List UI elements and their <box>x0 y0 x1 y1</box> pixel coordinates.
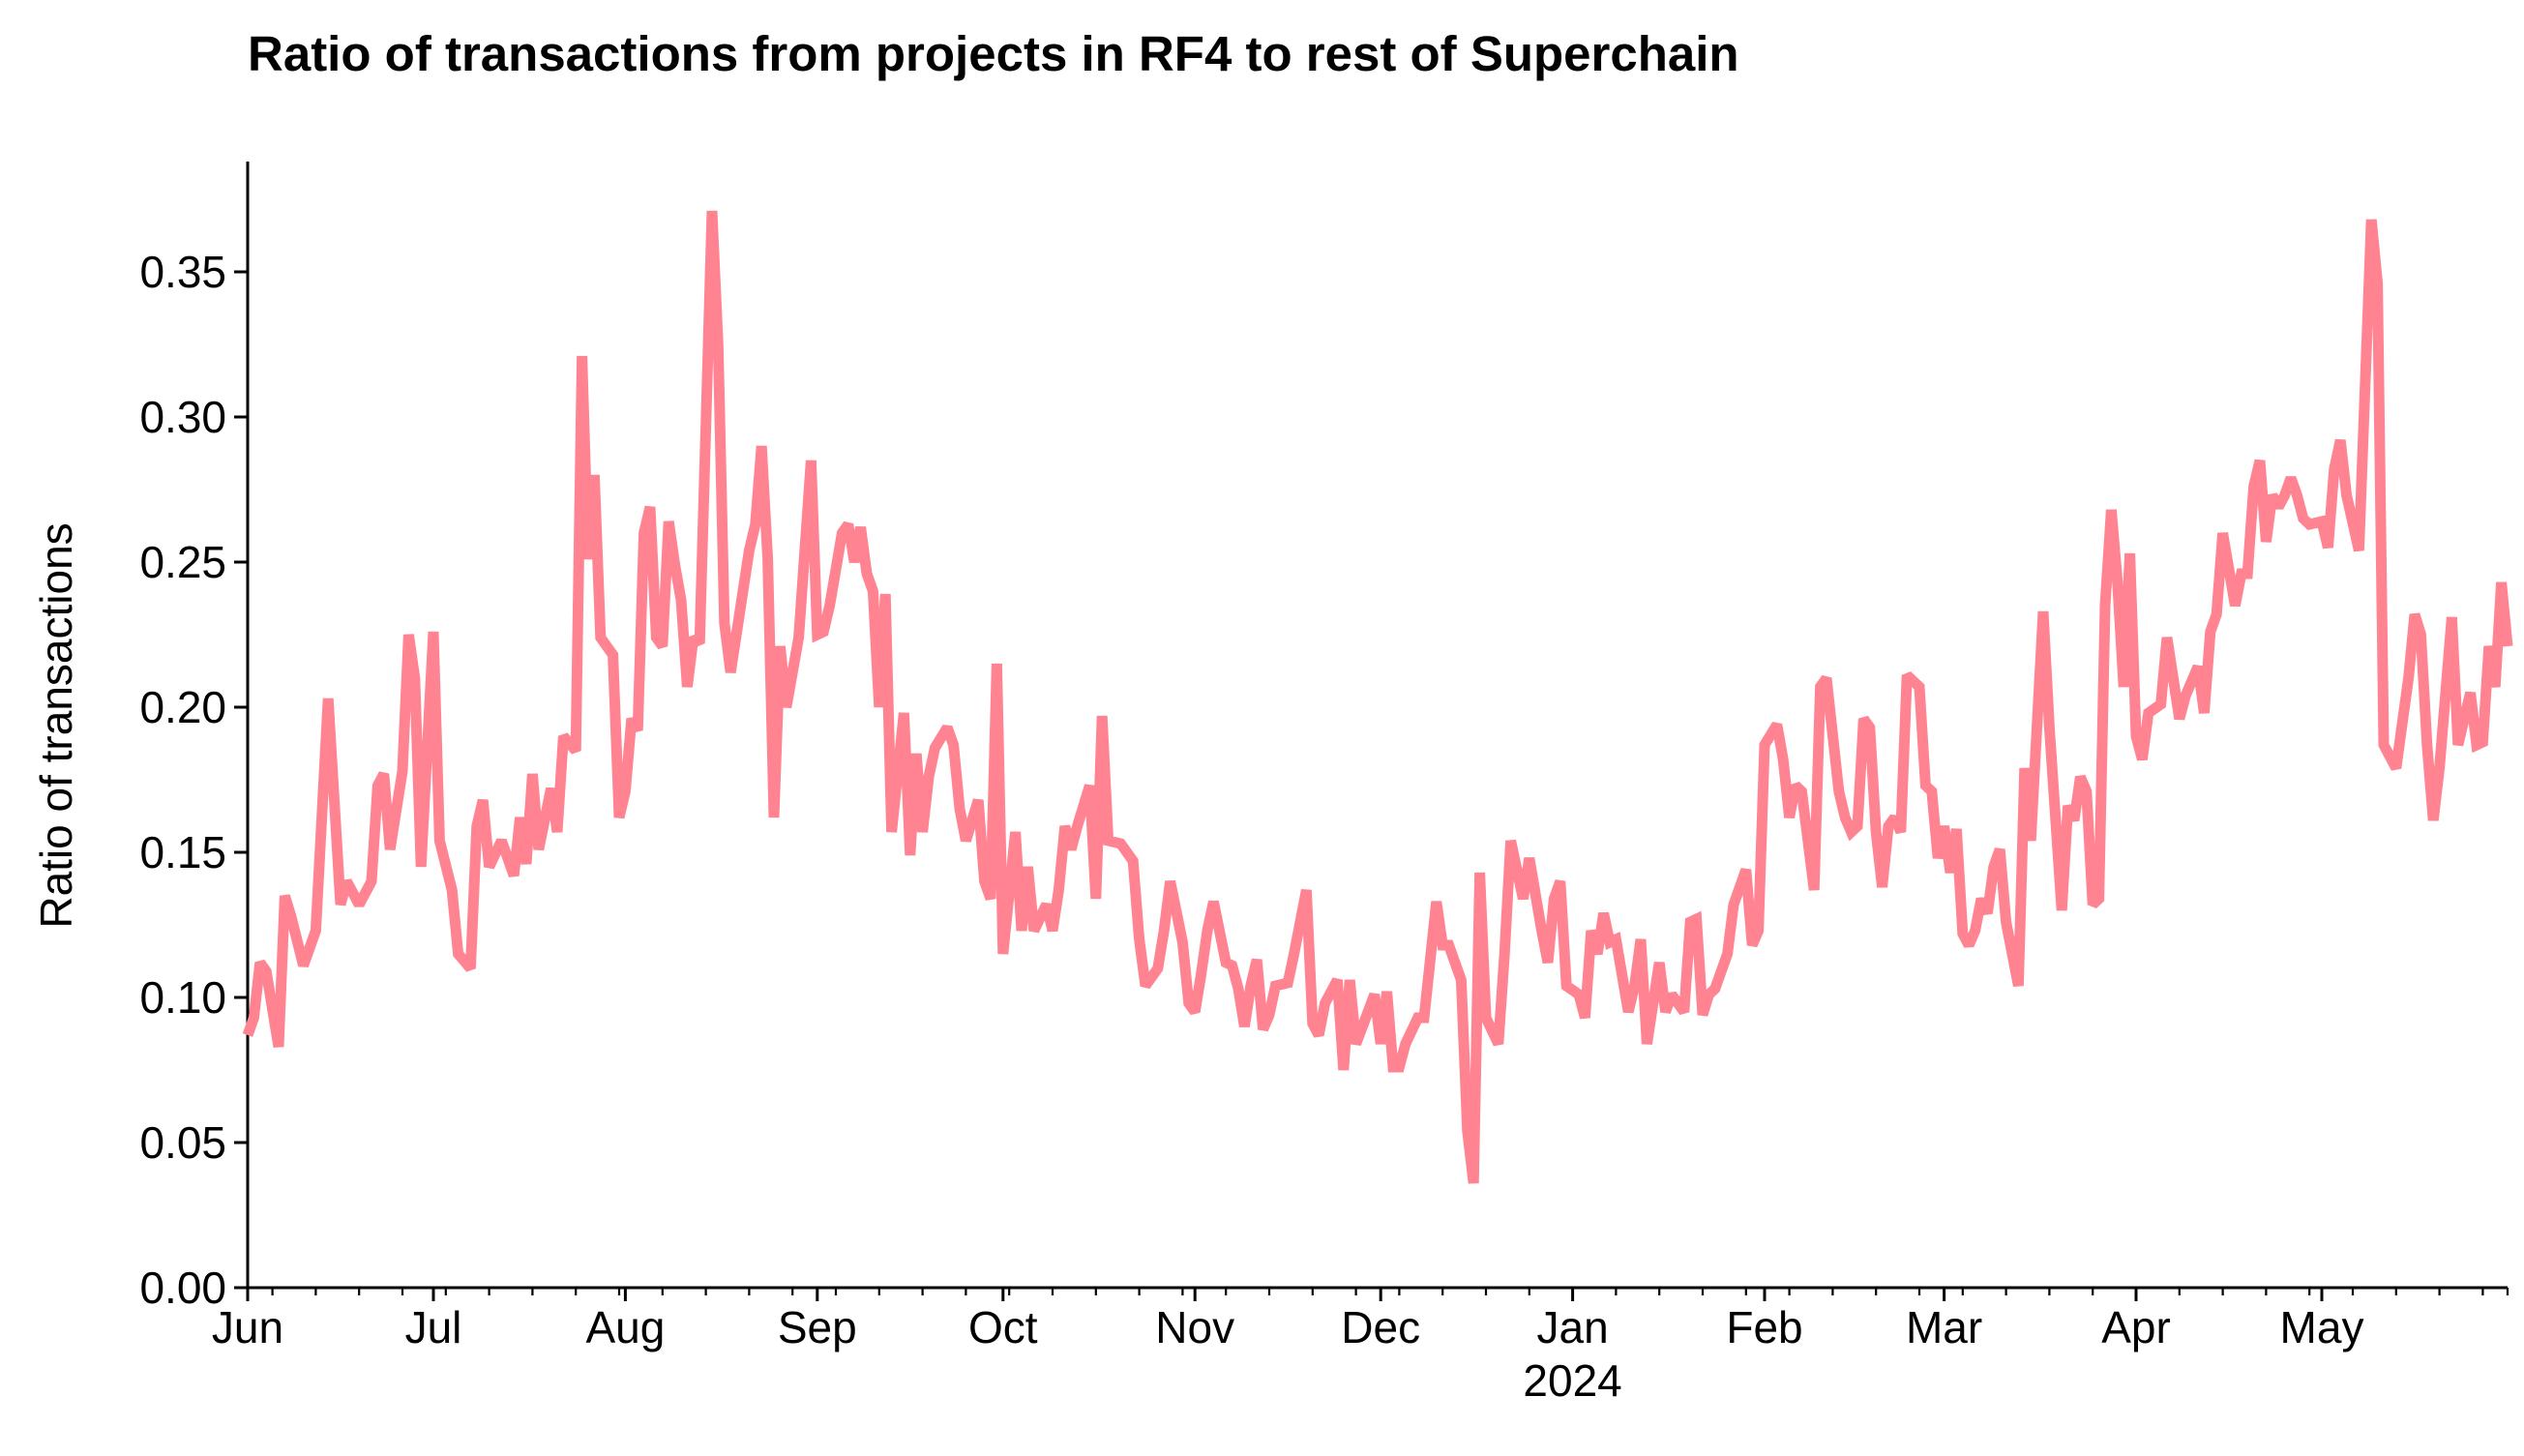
y-tick-label: 0.25 <box>139 537 226 587</box>
x-tick-label: Mar <box>1906 1302 1982 1352</box>
x-tick-label: Nov <box>1155 1302 1234 1352</box>
series-layer <box>242 210 2513 1184</box>
x-tick-label: Jun <box>212 1302 283 1352</box>
y-tick-label: 0.00 <box>139 1263 226 1313</box>
y-tick-label: 0.10 <box>139 972 226 1023</box>
chart-title: Ratio of transactions from projects in R… <box>248 26 1739 81</box>
x-tick-label: Sep <box>778 1302 857 1352</box>
x-year-label: 2024 <box>1523 1355 1621 1406</box>
x-tick-label: Apr <box>2101 1302 2171 1352</box>
y-tick-label: 0.35 <box>139 247 226 297</box>
x-tick-label: Jan <box>1537 1302 1609 1352</box>
y-axis-label: Ratio of transactions <box>31 522 81 928</box>
x-tick-label: Oct <box>968 1302 1038 1352</box>
series-line <box>242 210 2513 1184</box>
x-tick-label: Dec <box>1341 1302 1420 1352</box>
y-tick-label: 0.30 <box>139 392 226 442</box>
y-tick-label: 0.20 <box>139 682 226 732</box>
axes: 0.00 0.05 0.10 0.15 0.20 0.25 0.30 0.35 Jun Jul Au… <box>139 162 2509 1406</box>
x-tick-label: Feb <box>1726 1302 1802 1352</box>
x-tick-label: Jul <box>405 1302 462 1352</box>
y-tick-label: 0.15 <box>139 827 226 877</box>
y-tick-label: 0.05 <box>139 1117 226 1168</box>
x-tick-label: Aug <box>585 1302 665 1352</box>
x-tick-label: May <box>2280 1302 2364 1352</box>
